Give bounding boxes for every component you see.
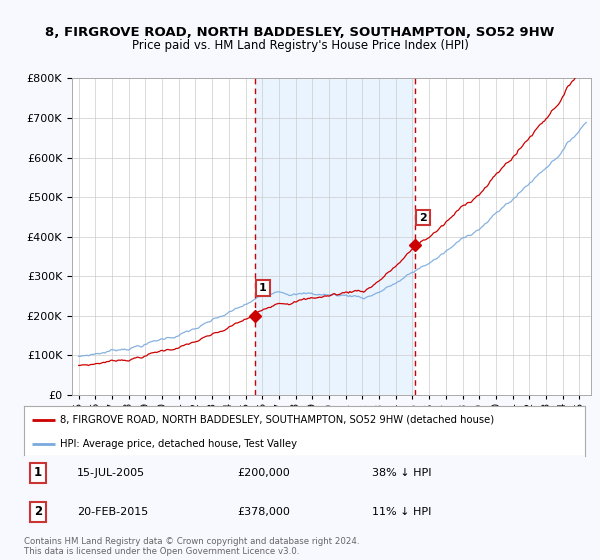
Text: 8, FIRGROVE ROAD, NORTH BADDESLEY, SOUTHAMPTON, SO52 9HW (detached house): 8, FIRGROVE ROAD, NORTH BADDESLEY, SOUTH… [61, 414, 494, 424]
Text: £200,000: £200,000 [237, 468, 290, 478]
Text: 2: 2 [34, 505, 42, 518]
Text: 8, FIRGROVE ROAD, NORTH BADDESLEY, SOUTHAMPTON, SO52 9HW: 8, FIRGROVE ROAD, NORTH BADDESLEY, SOUTH… [46, 26, 554, 39]
Text: £378,000: £378,000 [237, 507, 290, 517]
Text: 38% ↓ HPI: 38% ↓ HPI [372, 468, 431, 478]
Bar [254, 78, 415, 395]
Text: 11% ↓ HPI: 11% ↓ HPI [372, 507, 431, 517]
Text: Contains HM Land Registry data © Crown copyright and database right 2024.: Contains HM Land Registry data © Crown c… [24, 538, 359, 547]
Text: 20-FEB-2015: 20-FEB-2015 [77, 507, 149, 517]
Text: 1: 1 [34, 466, 42, 479]
Text: This data is licensed under the Open Government Licence v3.0.: This data is licensed under the Open Gov… [24, 548, 299, 557]
Text: 1: 1 [259, 283, 267, 293]
Text: 15-JUL-2005: 15-JUL-2005 [77, 468, 145, 478]
Text: Price paid vs. HM Land Registry's House Price Index (HPI): Price paid vs. HM Land Registry's House … [131, 39, 469, 53]
Text: HPI: Average price, detached house, Test Valley: HPI: Average price, detached house, Test… [61, 439, 298, 449]
Text: 2: 2 [419, 213, 427, 223]
